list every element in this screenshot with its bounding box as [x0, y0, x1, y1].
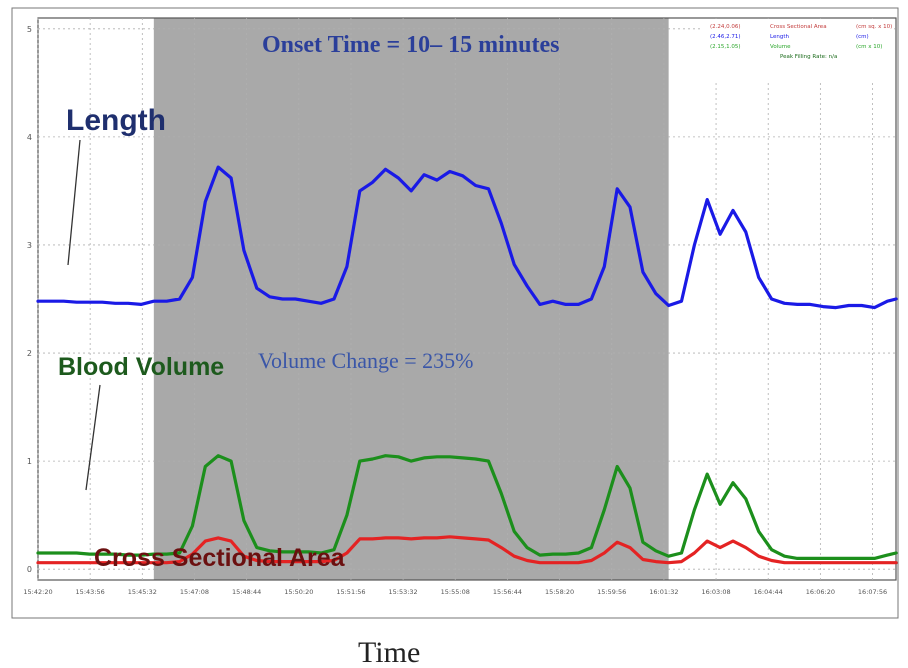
legend-name: Length: [770, 34, 789, 40]
legend-name: Volume: [770, 44, 791, 50]
volume-change-annotation: Volume Change = 235%: [258, 348, 473, 373]
y-axis-ticks: 0 1 2 3 4 5: [27, 25, 32, 574]
y-tick-label: 1: [27, 457, 32, 466]
x-tick-label: 15:50:20: [284, 588, 313, 596]
label-blood-volume-pointer: [85, 384, 101, 491]
x-tick-label: 15:59:56: [597, 588, 626, 596]
legend-name: Cross Sectional Area: [770, 24, 827, 30]
x-tick-label: 15:43:56: [76, 588, 105, 596]
y-tick-label: 4: [27, 133, 32, 142]
x-tick-label: 15:47:08: [180, 588, 209, 596]
legend-unit: (cm sq. x 10): [856, 24, 892, 30]
legend-value: (2.15,1.05): [710, 44, 741, 50]
x-tick-label: 16:07:56: [858, 588, 887, 596]
y-tick-label: 3: [27, 241, 32, 250]
legend-value: (2.46,2.71): [710, 34, 741, 40]
legend-name: Peak Filling Rate: n/a: [780, 54, 837, 60]
x-tick-label: 16:06:20: [806, 588, 835, 596]
chart-title: Onset Time = 10– 15 minutes: [262, 32, 559, 58]
y-tick-label: 2: [27, 349, 32, 358]
legend-unit: (cm): [856, 34, 869, 40]
legend: (2.24,0.06) Cross Sectional Area (cm sq. x…: [700, 19, 894, 83]
x-axis-ticks: 15:42:20 15:43:56 15:45:32 15:47:08 15:48:44…: [23, 588, 887, 596]
label-cross-sectional-area: Cross Sectional Area: [94, 544, 346, 572]
legend-value: (2.24,0.06): [710, 24, 741, 30]
legend-unit: (cm x 10): [856, 44, 882, 50]
y-tick-label: 0: [27, 565, 32, 574]
x-tick-label: 16:01:32: [649, 588, 678, 596]
x-tick-label: 15:51:56: [336, 588, 365, 596]
series-lines: [36, 165, 898, 565]
x-tick-label: 16:03:08: [701, 588, 730, 596]
label-length: Length: [66, 104, 166, 137]
y-tick-label: 5: [27, 25, 32, 34]
x-tick-label: 15:45:32: [128, 588, 157, 596]
x-axis-label: Time: [358, 636, 420, 668]
x-tick-label: 15:56:44: [493, 588, 522, 596]
x-tick-label: 15:48:44: [232, 588, 261, 596]
x-tick-label: 15:55:08: [441, 588, 470, 596]
series-line-2: [36, 535, 898, 565]
x-tick-label: 15:58:20: [545, 588, 574, 596]
series-line-0: [36, 165, 898, 310]
legend-box: [700, 19, 894, 83]
x-tick-label: 15:42:20: [23, 588, 52, 596]
series-line-1: [36, 454, 898, 561]
onset-shaded-region: [153, 18, 669, 580]
label-length-pointer: [67, 139, 81, 266]
x-tick-label: 16:04:44: [754, 588, 783, 596]
x-tick-label: 15:53:32: [389, 588, 418, 596]
label-blood-volume: Blood Volume: [58, 353, 224, 381]
